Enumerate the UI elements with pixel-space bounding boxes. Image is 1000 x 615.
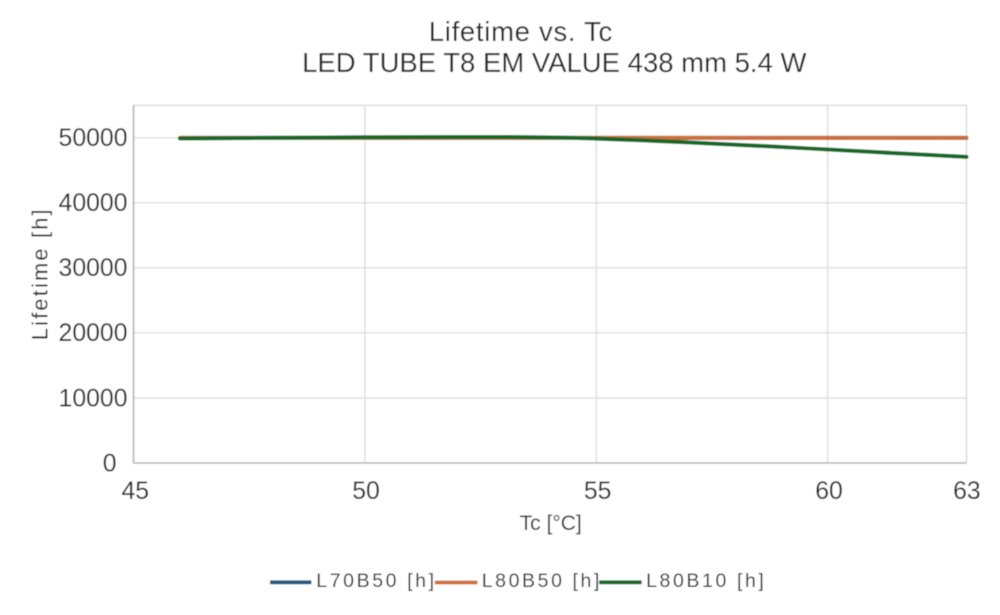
svg-text:50: 50 [352,478,380,505]
svg-text:LED TUBE T8 EM VALUE 438 mm 5.: LED TUBE T8 EM VALUE 438 mm 5.4 W [302,47,806,78]
svg-text:30000: 30000 [59,255,128,282]
svg-text:Lifetime [h]: Lifetime [h] [28,207,53,340]
svg-text:0: 0 [103,450,117,477]
svg-text:L80B10 [h]: L80B10 [h] [646,570,766,592]
svg-text:20000: 20000 [59,320,128,347]
svg-text:63: 63 [953,478,981,505]
svg-text:40000: 40000 [59,190,128,217]
svg-text:L80B50 [h]: L80B50 [h] [482,570,602,592]
svg-text:10000: 10000 [59,385,128,412]
svg-text:50000: 50000 [59,125,128,152]
svg-text:Lifetime vs. Tc: Lifetime vs. Tc [429,16,613,47]
svg-text:55: 55 [584,478,612,505]
svg-text:L70B50 [h]: L70B50 [h] [316,570,436,592]
svg-text:Tc [°C]: Tc [°C] [520,512,582,535]
svg-text:45: 45 [122,478,150,505]
svg-text:60: 60 [815,478,843,505]
